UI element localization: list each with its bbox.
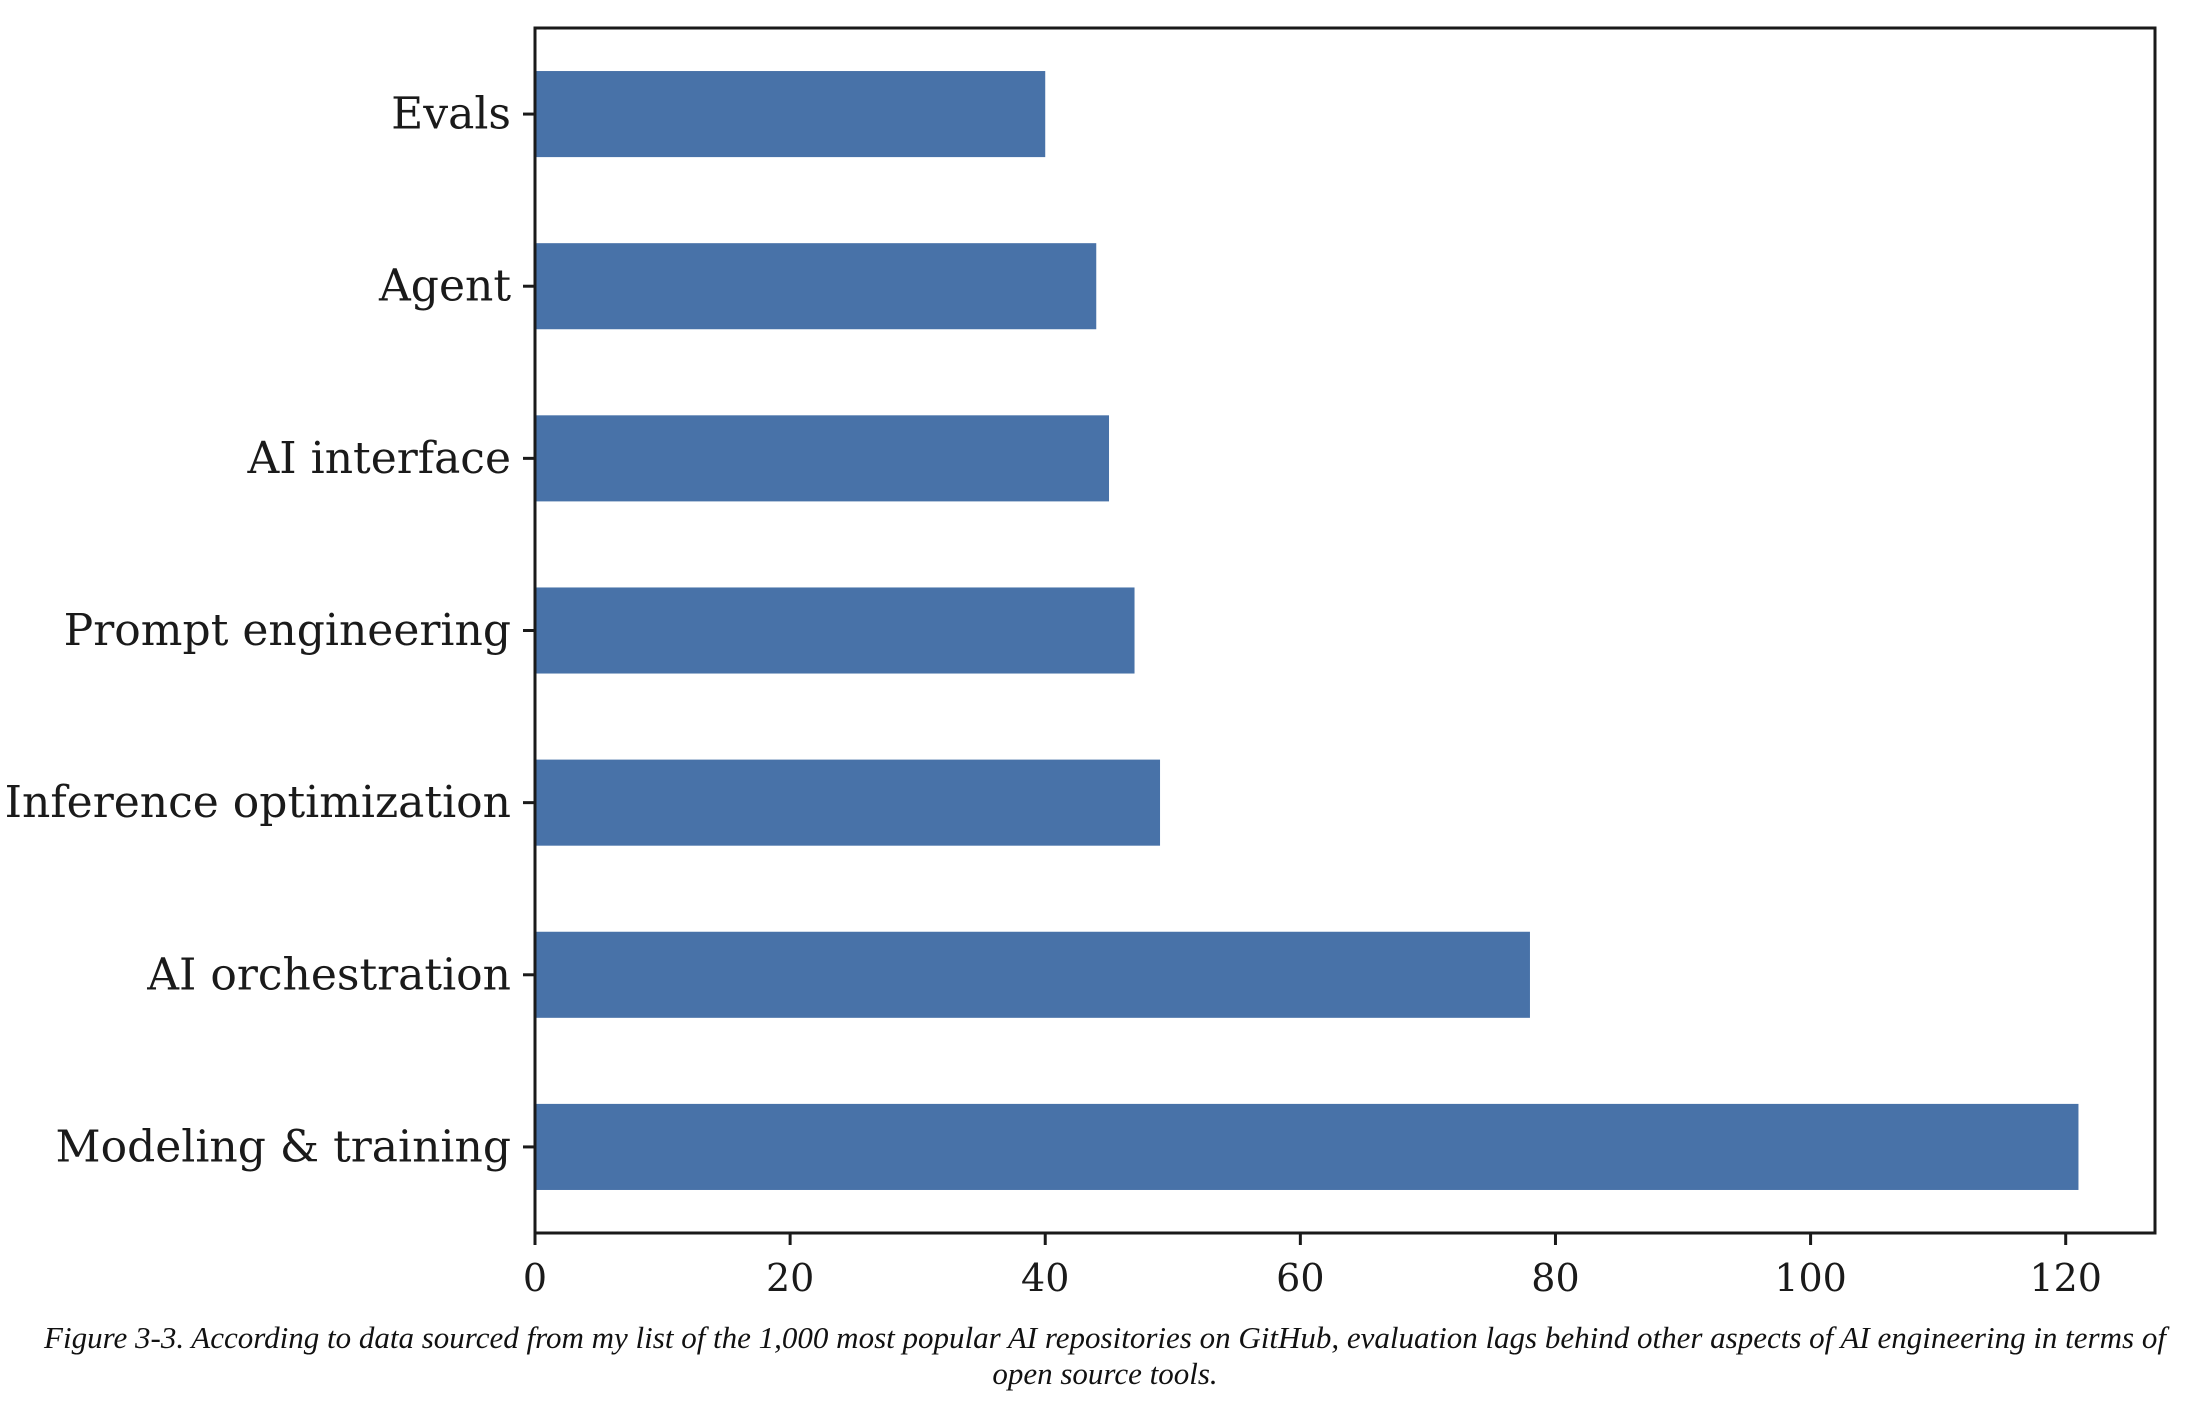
bar-ai-interface bbox=[535, 415, 1110, 502]
x-tick-label: 60 bbox=[1276, 1256, 1324, 1300]
figure-caption: Figure 3-3. According to data sourced fr… bbox=[44, 1320, 2166, 1391]
x-tick-label: 20 bbox=[766, 1256, 814, 1300]
y-tick-label: Inference optimization bbox=[5, 777, 511, 828]
bar-agent bbox=[535, 243, 1097, 330]
x-tick-label: 80 bbox=[1531, 1256, 1579, 1300]
x-tick-label: 0 bbox=[523, 1256, 547, 1300]
x-axis: 0 20 40 60 80 100 120 bbox=[523, 1233, 2102, 1300]
y-tick-label: AI interface bbox=[246, 433, 511, 484]
y-tick-label: Evals bbox=[391, 89, 511, 140]
bar-inference-optimization bbox=[535, 759, 1161, 846]
y-tick-label: Prompt engineering bbox=[64, 605, 511, 656]
y-tick-label: Modeling & training bbox=[56, 1121, 511, 1172]
plot-frame bbox=[533, 26, 2157, 1235]
horizontal-bar-chart: Evals Agent AI interface Prompt engineering… bbox=[5, 26, 2157, 1300]
x-tick-label: 120 bbox=[2029, 1256, 2102, 1300]
y-tick-label: Agent bbox=[378, 261, 511, 312]
y-tick-label: AI orchestration bbox=[146, 949, 511, 1000]
bar-prompt-engineering bbox=[535, 587, 1135, 674]
bar-evals bbox=[535, 71, 1046, 158]
x-tick-label: 100 bbox=[1774, 1256, 1847, 1300]
x-tick-label: 40 bbox=[1021, 1256, 1069, 1300]
bar-modeling-training bbox=[535, 1103, 2079, 1190]
bar-ai-orchestration bbox=[535, 931, 1530, 1018]
y-axis: Evals Agent AI interface Prompt engineering… bbox=[5, 89, 535, 1172]
bars-layer bbox=[535, 71, 2079, 1190]
